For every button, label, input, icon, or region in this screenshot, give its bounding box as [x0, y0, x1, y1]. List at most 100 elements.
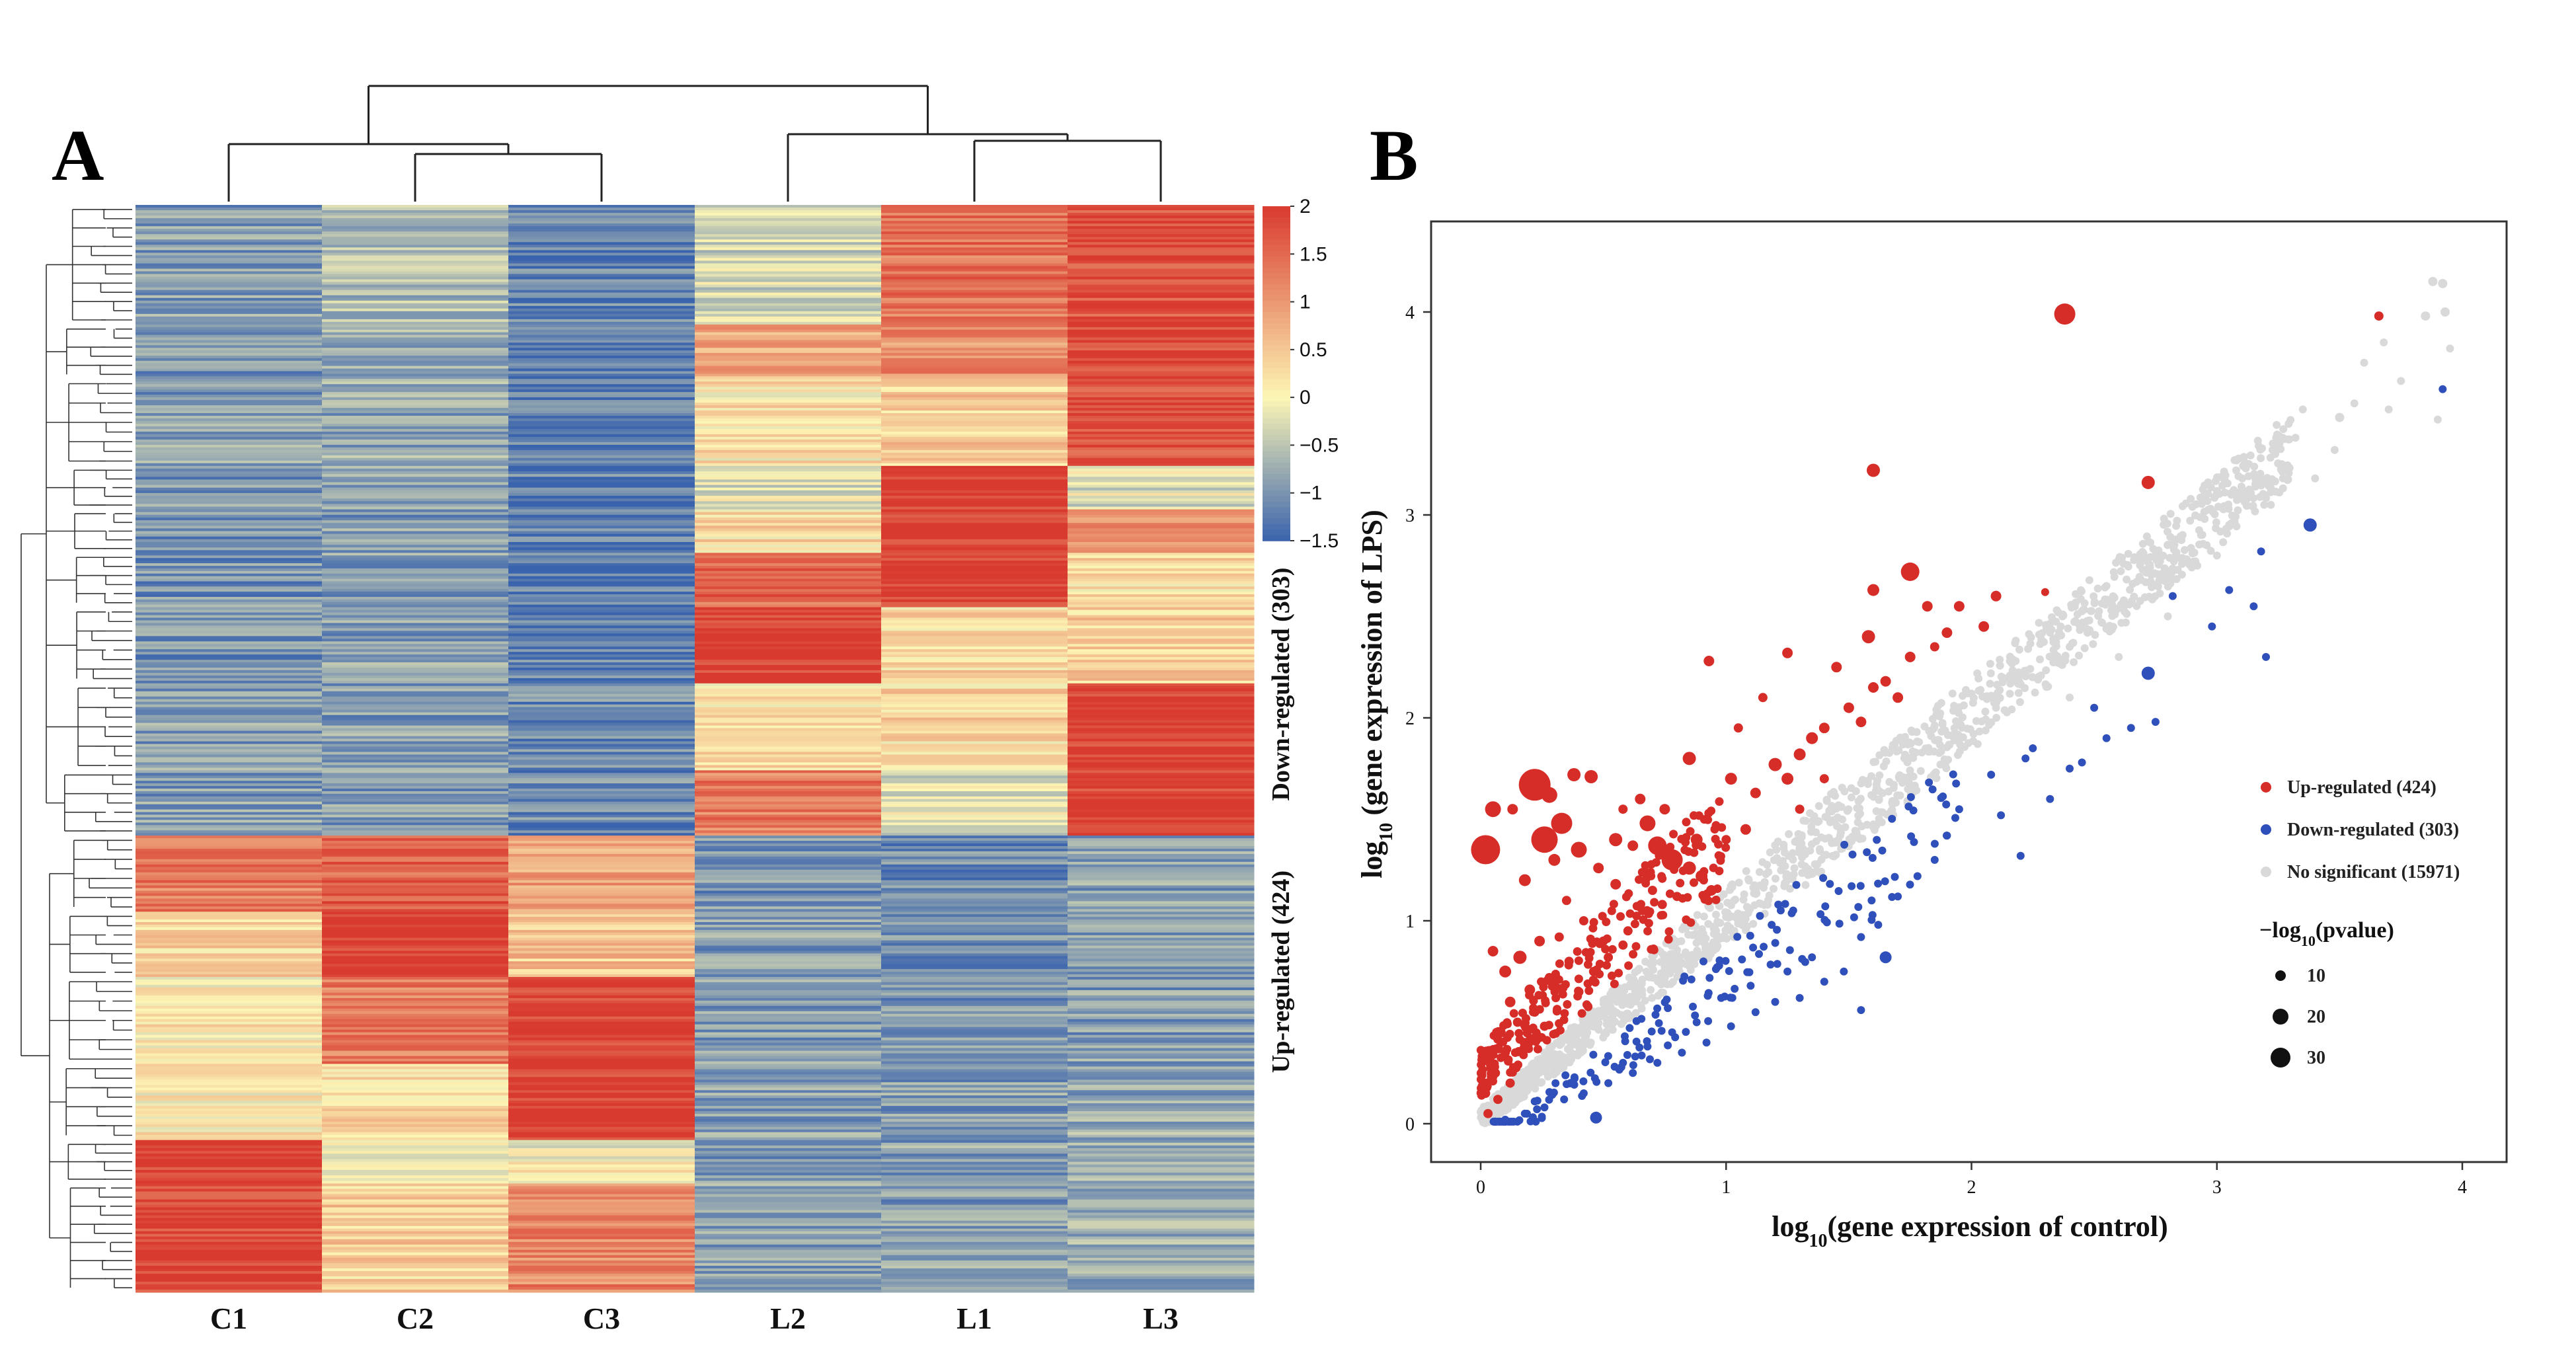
- heatmap-cell: [322, 809, 509, 813]
- heatmap-cell: [695, 514, 882, 518]
- heatmap-cell: [695, 274, 882, 278]
- heatmap-cell: [1068, 290, 1255, 293]
- heatmap-cell: [136, 935, 323, 939]
- scatter-point-no-significant: [1817, 867, 1826, 876]
- heatmap-cell: [508, 1212, 695, 1216]
- heatmap-cell: [695, 696, 882, 700]
- heatmap-cell: [136, 1132, 323, 1136]
- heatmap-cell: [1068, 914, 1255, 917]
- heatmap-cell: [1068, 984, 1255, 988]
- heatmap-cell: [322, 592, 509, 595]
- heatmap-cell: [881, 969, 1068, 972]
- heatmap-cell: [1068, 1024, 1255, 1028]
- heatmap-cell: [1068, 1037, 1255, 1041]
- scatter-point-up: [1581, 948, 1590, 957]
- heatmap-cell: [508, 512, 695, 516]
- heatmap-cell: [322, 403, 509, 406]
- heatmap-cell: [1068, 937, 1255, 941]
- heatmap-cell: [508, 836, 695, 839]
- heatmap-cell: [136, 725, 323, 729]
- colorbar-segment: [1263, 234, 1290, 241]
- heatmap-cell: [508, 1175, 695, 1179]
- heatmap-cell: [136, 1069, 323, 1073]
- heatmap-cell: [322, 234, 509, 237]
- legend-key: [2261, 867, 2271, 877]
- heatmap-cell: [881, 1199, 1068, 1203]
- legend-size-key: [2271, 1048, 2290, 1068]
- heatmap-cell: [322, 284, 509, 288]
- heatmap-cell: [1068, 303, 1255, 307]
- heatmap-cell: [1068, 1151, 1255, 1154]
- heatmap-cell: [508, 846, 695, 849]
- heatmap-cell: [322, 447, 509, 451]
- heatmap-cell: [136, 704, 323, 708]
- heatmap-cell: [508, 746, 695, 750]
- heatmap-cell: [322, 1183, 509, 1187]
- scatter-point-up: [1609, 900, 1618, 909]
- heatmap-cell: [695, 429, 882, 432]
- heatmap-cell: [322, 1199, 509, 1203]
- heatmap-cell: [881, 914, 1068, 917]
- heatmap-cell: [508, 919, 695, 923]
- heatmap-cell: [322, 1045, 509, 1049]
- heatmap-cell: [136, 1008, 323, 1012]
- heatmap-cell: [136, 449, 323, 453]
- heatmap-cell: [695, 253, 882, 256]
- heatmap-panel: C1 C2 C3 L2 L1 L3 Down-regulated (303)Up-regu…: [20, 85, 1339, 1335]
- scatter-point-no-significant: [2298, 405, 2307, 414]
- scatter-point-no-significant: [1969, 730, 1978, 738]
- heatmap-cell: [881, 1019, 1068, 1023]
- heatmap-cell: [1068, 1270, 1255, 1274]
- heatmap-cell: [508, 578, 695, 582]
- scatter-point-down: [2078, 758, 2086, 767]
- scatter-point-down: [2262, 652, 2270, 661]
- scatter-point-down: [1910, 837, 1918, 846]
- heatmap-cell: [1068, 356, 1255, 359]
- heatmap-cell: [322, 1137, 509, 1141]
- heatmap-cell: [322, 896, 509, 899]
- heatmap-cell: [136, 1000, 323, 1004]
- heatmap-cell: [508, 334, 695, 338]
- scatter-point-down: [1820, 978, 1828, 986]
- heatmap-cell: [136, 607, 323, 611]
- scatter-point-up: [1645, 907, 1655, 916]
- heatmap-cell: [695, 1196, 882, 1200]
- heatmap-cell: [695, 741, 882, 745]
- heatmap-cell: [322, 247, 509, 251]
- heatmap-cell: [508, 389, 695, 393]
- heatmap-cell: [695, 319, 882, 323]
- heatmap-cell: [322, 1032, 509, 1036]
- heatmap-cell: [881, 1103, 1068, 1107]
- scatter-point-up: [1758, 693, 1768, 703]
- heatmap-cell: [881, 1090, 1068, 1093]
- colorbar-segment: [1263, 502, 1290, 508]
- group-label-up: Up-regulated (424): [1267, 871, 1295, 1073]
- heatmap-cell: [136, 1207, 323, 1211]
- heatmap-cell: [881, 688, 1068, 692]
- heatmap-cell: [136, 1118, 323, 1122]
- scatter-point-no-significant: [2146, 577, 2155, 586]
- heatmap-cell: [322, 528, 509, 532]
- scatter-point-no-significant: [2291, 434, 2300, 442]
- heatmap-cell: [881, 851, 1068, 855]
- heatmap-cell: [508, 654, 695, 658]
- heatmap-cell: [136, 1140, 323, 1144]
- heatmap-cell: [322, 1077, 509, 1080]
- heatmap-cell: [695, 956, 882, 959]
- heatmap-cell: [695, 1167, 882, 1171]
- heatmap-cell: [322, 1257, 509, 1261]
- heatmap-cell: [136, 434, 323, 438]
- heatmap-cell: [322, 974, 509, 978]
- heatmap-cell: [1068, 853, 1255, 857]
- heatmap-cell: [136, 282, 323, 286]
- heatmap-cell: [1068, 1074, 1255, 1077]
- heatmap-cell: [1068, 242, 1255, 245]
- heatmap-cell: [881, 413, 1068, 416]
- heatmap-cell: [1068, 213, 1255, 216]
- heatmap-cell: [136, 1064, 323, 1068]
- heatmap-cell: [322, 1145, 509, 1149]
- scatter-point-up: [1868, 682, 1879, 693]
- heatmap-cell: [136, 696, 323, 700]
- heatmap-cell: [881, 644, 1068, 647]
- heatmap-cell: [1068, 867, 1255, 871]
